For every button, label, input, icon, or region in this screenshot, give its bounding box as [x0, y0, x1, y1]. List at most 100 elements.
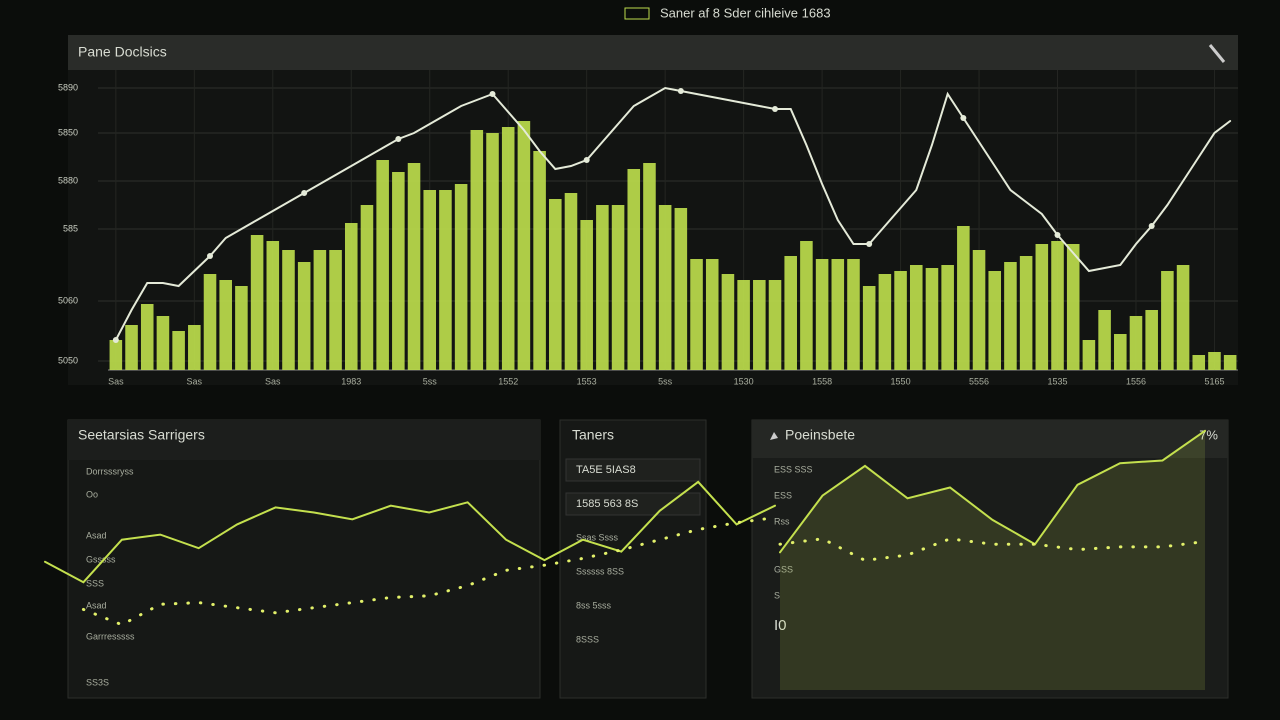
row-label: Ssas Ssss: [576, 532, 619, 542]
bar: [407, 163, 421, 370]
bar: [674, 208, 688, 370]
panel-title: Taners: [572, 427, 614, 443]
bar: [329, 250, 342, 370]
row-label: TA5E 5IAS8: [576, 464, 636, 476]
bar: [878, 274, 892, 370]
panel-right-header: [752, 420, 1228, 458]
x-tick-label: 1552: [498, 376, 518, 386]
line-point: [772, 106, 779, 112]
bar: [1098, 310, 1111, 370]
panel-label: Gsssss: [86, 554, 116, 564]
bar: [580, 220, 593, 370]
main-panel-title: Pane Doclsics: [78, 44, 167, 60]
bar: [1019, 256, 1033, 370]
x-tick-label: 5165: [1204, 376, 1224, 386]
line-point: [1148, 223, 1155, 229]
line: [114, 86, 1232, 341]
bar: [188, 325, 201, 370]
bar: [1066, 244, 1080, 370]
bar: [1161, 271, 1174, 370]
bar: [705, 259, 719, 370]
panel-label: ESS: [774, 490, 792, 500]
line-point: [395, 136, 402, 142]
line: [44, 480, 776, 584]
bar: [250, 235, 264, 370]
bar: [596, 205, 609, 370]
y-tick-label: 5880: [58, 175, 78, 185]
line-point: [207, 253, 214, 259]
panel-label: Asad: [86, 530, 107, 540]
y-tick-label: 585: [63, 223, 78, 233]
bar: [611, 205, 625, 370]
bar: [1114, 334, 1127, 370]
panel-label: Oo: [86, 489, 98, 499]
bar: [721, 274, 735, 370]
x-tick-label: 1983: [341, 376, 361, 386]
bar: [1082, 340, 1096, 370]
x-tick-label: 1553: [577, 376, 597, 386]
panel-label: GSS: [774, 564, 793, 574]
line-point: [583, 157, 590, 163]
bar: [376, 160, 389, 370]
bar: [125, 325, 138, 370]
bar: [549, 199, 562, 370]
line-point: [677, 88, 684, 94]
bar: [282, 250, 295, 370]
bar: [862, 286, 876, 370]
panel-label: ESS SSS: [774, 464, 813, 474]
bar: [627, 169, 641, 370]
bar: [784, 256, 797, 370]
y-tick-label: 5050: [58, 355, 78, 365]
bar: [219, 280, 232, 370]
line-area: [780, 430, 1205, 690]
bar: [1192, 355, 1206, 370]
panel-label: Garrresssss: [86, 631, 135, 641]
panel-left: [67, 419, 541, 699]
bar: [925, 268, 939, 370]
panel-title: Poeinsbete: [785, 427, 855, 443]
line-point: [866, 241, 873, 247]
bar: [737, 280, 750, 370]
panel-icon: [770, 432, 778, 440]
bar: [1145, 310, 1158, 370]
bar: [235, 286, 248, 370]
bar: [392, 172, 405, 370]
x-tick-label: 1556: [1126, 376, 1146, 386]
row-box: [565, 492, 701, 516]
bar: [1004, 262, 1017, 370]
bar: [1223, 355, 1237, 370]
bar: [831, 259, 845, 370]
bar: [815, 259, 829, 370]
x-tick-label: Sas: [265, 376, 281, 386]
bar: [517, 121, 531, 370]
bar: [313, 250, 327, 370]
y-tick-label: 5890: [58, 82, 78, 92]
x-tick-label: 1550: [891, 376, 911, 386]
bar: [988, 271, 1002, 370]
bar: [1035, 244, 1049, 370]
bar: [658, 205, 672, 370]
x-tick-label: 1535: [1047, 376, 1067, 386]
bar: [564, 193, 578, 370]
panel-label: Dorrsssryss: [86, 466, 134, 476]
x-tick-label: 5ss: [658, 376, 673, 386]
x-tick-label: Sas: [187, 376, 203, 386]
bar: [109, 340, 123, 370]
panel-right: [751, 419, 1229, 699]
bar: [501, 127, 515, 370]
row-label: 1585 563 8S: [576, 498, 638, 510]
bar: [533, 151, 546, 370]
y-tick-label: 5060: [58, 295, 78, 305]
x-tick-label: 5556: [969, 376, 989, 386]
page-title: Saner af 8 Sder cihleive 1683: [660, 5, 831, 20]
bar: [203, 274, 217, 370]
edit-icon[interactable]: [1208, 44, 1226, 63]
bar: [423, 190, 437, 370]
line: [779, 429, 1206, 554]
bar: [439, 190, 452, 370]
panel-label: SSS: [86, 578, 104, 588]
bar: [1176, 265, 1190, 370]
bar: [360, 205, 374, 370]
panel-title: Seetarsias Sarrigers: [78, 427, 205, 443]
